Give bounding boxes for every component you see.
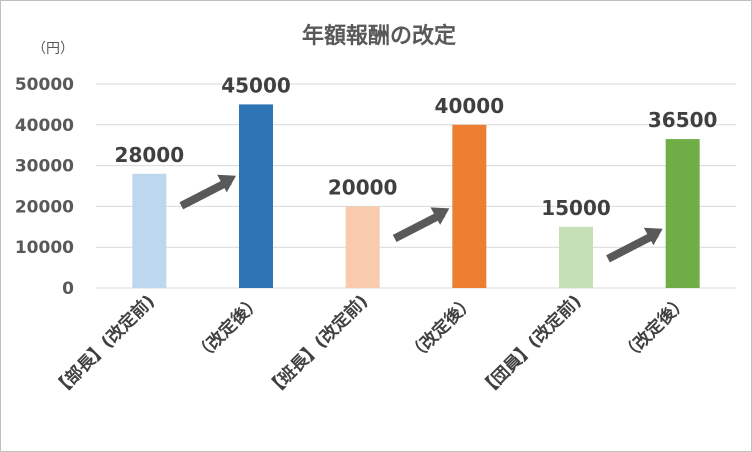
bars [132, 104, 700, 289]
chart-title: 年額報酬の改定 [302, 23, 456, 49]
y-tick-label: 10000 [15, 238, 74, 258]
data-label: 20000 [328, 175, 398, 199]
y-tick-label: 20000 [15, 197, 74, 217]
bar [665, 139, 700, 288]
y-tick-label: 30000 [15, 157, 74, 177]
arrow-up-right-icon [606, 227, 663, 263]
bar [239, 104, 273, 289]
data-label: 40000 [435, 94, 505, 118]
data-labels: 28000 45000 20000 40000 15000 36500 [115, 73, 718, 219]
x-tick-label: 【団員】(改定前) [476, 291, 586, 401]
bar [345, 206, 380, 288]
x-tick-label: （改定後） [617, 291, 692, 366]
data-label: 15000 [541, 196, 611, 220]
arrow-up-right-icon [179, 174, 236, 210]
bar [452, 124, 487, 288]
data-label: 28000 [115, 143, 185, 167]
y-unit-label: （円） [32, 41, 74, 57]
bar [132, 173, 167, 288]
x-tick-label: 【班長】(改定前) [262, 291, 372, 401]
x-axis-ticks: 【部長】(改定前) （改定後）【班長】(改定前) （改定後）【団員】(改定前) （改定… [49, 291, 692, 401]
arrow-up-right-icon [392, 207, 450, 242]
x-tick-label: （改定後） [191, 291, 266, 366]
y-tick-label: 40000 [15, 116, 74, 136]
bar [559, 226, 593, 288]
data-label: 45000 [221, 73, 291, 97]
data-label: 36500 [648, 108, 718, 132]
arrows [179, 174, 663, 263]
y-tick-label: 50000 [15, 75, 74, 95]
y-tick-label: 0 [62, 279, 74, 299]
gridlines [96, 83, 736, 289]
x-tick-label: （改定後） [404, 291, 479, 366]
y-axis-ticks: 0 10000 20000 30000 40000 50000 [15, 75, 74, 299]
x-tick-label: 【部長】(改定前) [49, 291, 159, 401]
